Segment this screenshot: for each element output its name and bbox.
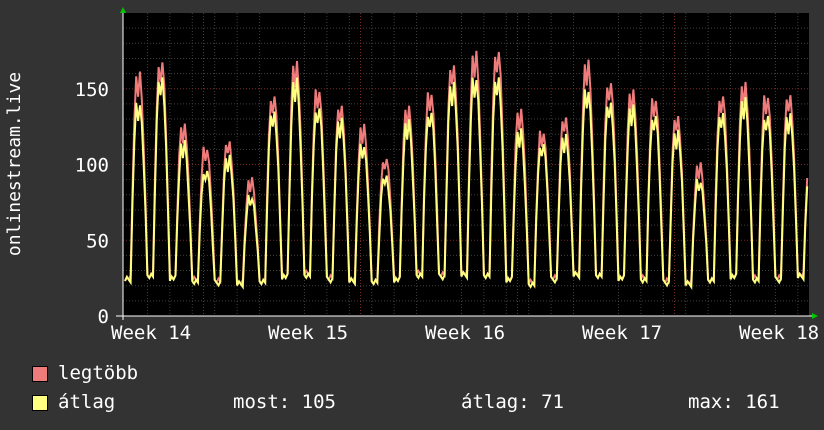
chart: 0 50 100 150 Week 14 Week 15 Week 16 Week 17 Wee… xyxy=(4,7,819,344)
y-axis-arrow xyxy=(120,7,126,13)
y-tick-label: 150 xyxy=(75,79,109,101)
legend-label-max: legtöbb xyxy=(58,362,139,384)
stat-maximum: max: 161 xyxy=(688,391,780,413)
y-tick-label: 100 xyxy=(75,155,109,177)
x-tick-label: Week 17 xyxy=(582,322,662,344)
y-tick-label: 0 xyxy=(98,306,109,328)
x-axis-arrow xyxy=(812,313,818,319)
y-tick-label: 50 xyxy=(86,230,109,252)
series-line-avg xyxy=(124,77,809,291)
legend-label-avg: átlag xyxy=(58,391,116,413)
stat-current: most: 105 xyxy=(233,391,336,413)
ticks: 0 50 100 150 Week 14 Week 15 Week 16 Week 17 Wee… xyxy=(75,79,819,344)
legend-swatch-avg xyxy=(32,395,48,411)
stat-average: átlag: 71 xyxy=(461,391,564,413)
x-tick-label: Week 14 xyxy=(111,322,191,344)
legend-swatch-max xyxy=(32,366,48,382)
series-layer xyxy=(124,50,809,291)
x-tick-label: Week 18 xyxy=(739,322,819,344)
x-tick-label: Week 15 xyxy=(268,322,348,344)
x-tick-label: Week 16 xyxy=(425,322,505,344)
axes xyxy=(116,7,818,320)
y-axis-label: onlinestream.live xyxy=(4,72,25,256)
